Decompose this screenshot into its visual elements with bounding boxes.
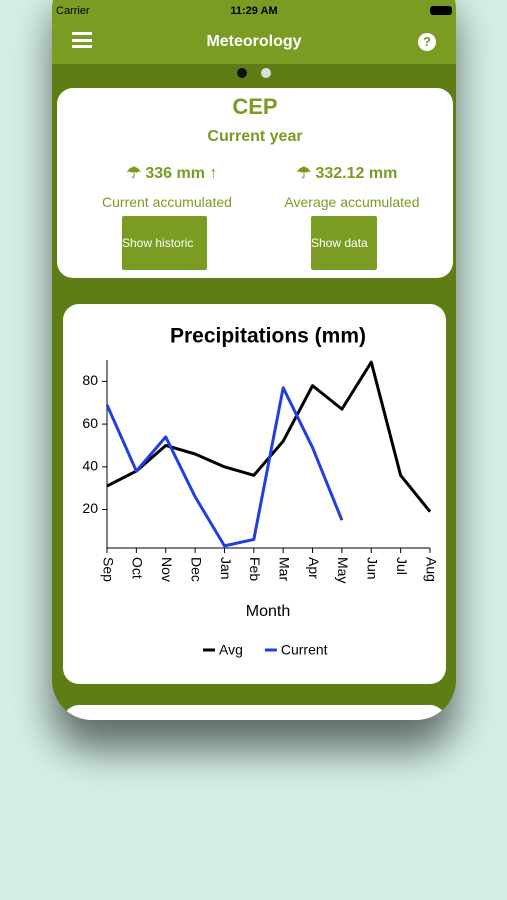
summary-card: CEP Current year ☂ 336 mm ↑ ☂ 332.12 mm … <box>57 88 453 278</box>
chart-card <box>63 304 446 684</box>
series-line <box>105 386 344 548</box>
show-data-button[interactable]: Show data <box>311 216 377 270</box>
average-value: ☂ 332.12 mm <box>272 163 422 183</box>
x-axis-label: Month <box>246 603 290 620</box>
nav-bar <box>52 0 456 64</box>
x-tick-label: Feb <box>247 557 263 581</box>
x-tick-label: Jan <box>218 557 234 580</box>
average-label: Average accumulated <box>284 194 420 210</box>
rain-icon: ☂ <box>126 165 146 182</box>
show-historic-button[interactable]: Show historic <box>122 216 207 270</box>
x-tick-label: Jun <box>365 557 381 580</box>
value: 336 mm <box>145 165 205 182</box>
value: 332.12 mm <box>315 165 398 182</box>
period: Current year <box>207 128 303 145</box>
phone: Carrier 11:29 AM Meteorology ? CEP Curre… <box>52 0 456 720</box>
x-tick-label: Nov <box>159 557 175 582</box>
current-label: Current accumulated <box>102 194 232 210</box>
current-value: ☂ 336 mm ↑ <box>97 163 247 183</box>
screen-title: Meteorology <box>206 33 302 50</box>
trend-arrow: ↑ <box>204 165 218 182</box>
x-tick-label: Dec <box>188 557 204 582</box>
rain-icon: ☂ <box>296 165 316 182</box>
x-tick-label: Jul <box>394 557 410 575</box>
page-dot[interactable] <box>237 68 247 78</box>
y-tick-label: 40 <box>82 458 98 474</box>
y-tick-label: 20 <box>82 500 98 516</box>
legend-label: Avg <box>219 642 243 658</box>
x-tick-label: Mar <box>276 557 292 581</box>
carrier: Carrier <box>56 5 90 17</box>
clock: 11:29 AM <box>230 5 278 17</box>
station: CEP <box>232 94 278 119</box>
chart-title: Precipitations (mm) <box>170 325 366 348</box>
page-dot[interactable] <box>261 68 271 78</box>
next-card <box>63 705 446 720</box>
x-tick-label: Oct <box>130 557 146 579</box>
help-button[interactable]: ? <box>418 33 436 51</box>
x-tick-label: Sep <box>100 557 116 582</box>
x-tick-label: Apr <box>306 557 322 579</box>
x-tick-label: May <box>335 557 351 583</box>
y-tick-label: 60 <box>82 415 98 431</box>
series-line <box>106 360 432 513</box>
battery <box>430 6 452 15</box>
menu-button[interactable] <box>72 32 92 48</box>
legend-label: Current <box>281 642 328 658</box>
x-tick-label: Aug <box>423 557 439 582</box>
y-tick-label: 80 <box>82 372 98 388</box>
